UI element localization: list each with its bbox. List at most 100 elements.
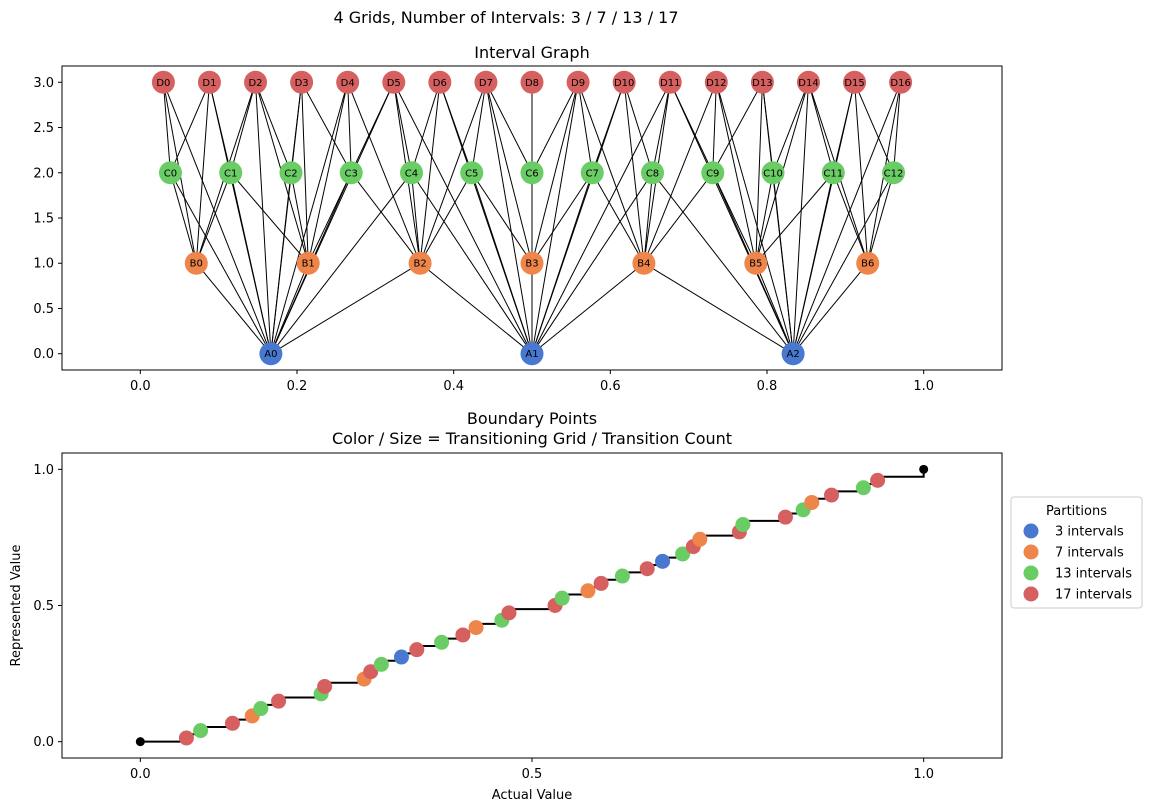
interval-graph-xtick-label: 0.0: [130, 379, 151, 394]
graph-node-C1: [219, 161, 243, 185]
graph-edge: [761, 82, 774, 173]
graph-node-label-D4: D4: [341, 78, 355, 89]
graph-node-label-C2: C2: [284, 168, 297, 179]
graph-node-label-A0: A0: [264, 349, 277, 360]
interval-graph-ytick-label: 0.5: [33, 302, 54, 317]
boundary-points-xtick-label: 0.0: [130, 767, 151, 782]
legend-label-13: 13 intervals: [1055, 567, 1132, 582]
interval-graph-ytick-label: 1.0: [33, 257, 54, 272]
graph-edge: [485, 82, 533, 173]
legend-frame: [1010, 496, 1143, 609]
graph-edge: [270, 82, 395, 354]
graph-edge: [755, 82, 763, 264]
legend-label-3: 3 intervals: [1055, 525, 1124, 540]
graph-node-D5: [382, 70, 406, 94]
interval-graph-ytick-label: 2.0: [33, 166, 54, 181]
graph-node-D6: [428, 70, 452, 94]
graph-edge: [290, 172, 309, 264]
boundary-points-title-line1: Boundary Points: [466, 409, 598, 428]
boundary-point: [224, 715, 240, 731]
graph-edge: [195, 262, 272, 355]
graph-node-label-C7: C7: [586, 168, 599, 179]
graph-node-label-C5: C5: [465, 168, 478, 179]
graph-edge: [162, 82, 171, 173]
boundary-point: [554, 590, 570, 606]
graph-edge: [531, 82, 579, 173]
graph-node-C11: [821, 161, 845, 185]
graph-node-label-D3: D3: [295, 78, 309, 89]
graph-edge: [170, 82, 210, 173]
graph-node-label-A1: A1: [525, 349, 538, 360]
boundary-point: [501, 605, 517, 621]
graph-edge: [162, 82, 272, 354]
graph-edge: [419, 82, 441, 264]
legend-title: Partitions: [1046, 504, 1107, 519]
graph-node-B3: [520, 251, 544, 275]
graph-edge: [230, 82, 257, 173]
boundary-points-axes: 0.0 0.5 1.0 0.0 0.5 1.0 Actual Value Represente…: [9, 452, 1003, 803]
graph-node-label-B0: B0: [190, 259, 203, 270]
graph-node-C6: [520, 161, 544, 185]
boundary-point: [434, 634, 450, 650]
graph-edge: [255, 82, 272, 354]
interval-graph-nodes: A0 A1 A2 B0 B1 B2 B3 B4 B5 B6 C0 C1 C2 C3 C4 C5 C6 C7 C8 C9…: [151, 70, 913, 366]
graph-node-D13: [750, 70, 774, 94]
graph-edge: [643, 172, 654, 264]
graph-edge: [577, 82, 593, 173]
graph-node-C2: [279, 161, 303, 185]
graph-node-label-C4: C4: [405, 168, 418, 179]
boundary-points-subtitle: Color / Size = Transitioning Grid / Tran…: [331, 429, 733, 448]
graph-node-D0: [151, 70, 175, 94]
graph-node-label-D1: D1: [202, 78, 216, 89]
graph-node-label-D0: D0: [156, 78, 170, 89]
graph-node-D16: [889, 70, 913, 94]
endpoint-marker-0: [135, 737, 145, 747]
graph-edge: [792, 82, 809, 354]
graph-node-label-D8: D8: [525, 78, 539, 89]
graph-edge: [471, 82, 487, 173]
figure-title: 4 Grids, Number of Intervals: 3 / 7 / 13…: [333, 8, 679, 27]
legend-marker-13: [1023, 565, 1039, 581]
graph-edge: [410, 172, 421, 264]
graph-node-D8: [520, 70, 544, 94]
graph-node-label-D6: D6: [433, 78, 447, 89]
boundary-point: [178, 730, 194, 746]
x-axis-label: Actual Value: [492, 788, 573, 803]
boundary-point: [593, 575, 609, 591]
graph-edge: [347, 82, 421, 264]
boundary-points-ytick-label: 0.0: [33, 735, 54, 750]
boundary-point: [639, 561, 655, 577]
legend-label-17: 17 intervals: [1055, 588, 1132, 603]
interval-graph-xtick-label: 0.2: [287, 379, 308, 394]
legend-marker-7: [1023, 544, 1039, 560]
boundary-points-ytick-label: 1.0: [33, 463, 54, 478]
graph-edge: [755, 172, 834, 264]
graph-node-C7: [580, 161, 604, 185]
graph-edge: [169, 172, 197, 264]
graph-edge: [208, 82, 232, 173]
partitions-legend: Partitions 3 intervals 7 intervals 13 inter…: [1010, 496, 1143, 609]
interval-graph-edges: [162, 82, 902, 355]
graph-node-label-C6: C6: [525, 168, 538, 179]
boundary-point: [614, 568, 630, 584]
graph-edge: [712, 82, 763, 174]
graph-node-label-D11: D11: [660, 78, 680, 89]
y-axis-label: Represented Value: [9, 545, 24, 667]
graph-edge: [531, 82, 625, 354]
boundary-point: [735, 517, 751, 533]
graph-edge: [195, 172, 232, 264]
graph-edge: [643, 82, 717, 264]
graph-edge: [439, 82, 533, 354]
graph-edge: [832, 172, 869, 264]
graph-edge: [712, 82, 717, 173]
graph-node-C12: [882, 161, 906, 185]
graph-node-D15: [843, 70, 867, 94]
graph-edge: [792, 262, 869, 355]
graph-node-C4: [399, 161, 423, 185]
graph-edge: [485, 82, 533, 264]
graph-node-label-B6: B6: [861, 259, 874, 270]
graph-node-D4: [336, 70, 360, 94]
graph-node-D14: [796, 70, 820, 94]
graph-node-C9: [701, 161, 725, 185]
graph-edge: [712, 172, 757, 264]
